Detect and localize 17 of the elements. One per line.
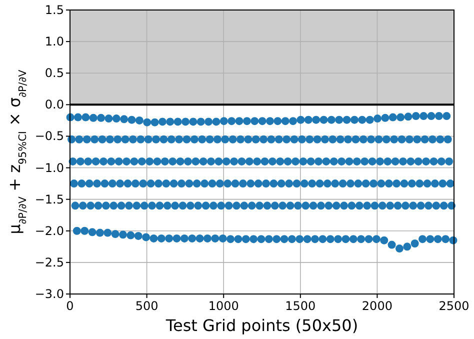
x-tick-label: 500 [135,299,158,313]
x-axis-title: Test Grid points (50x50) [164,316,358,335]
x-tick-label: 1500 [285,299,316,313]
y-tick-label: −2.5 [34,255,64,270]
x-tick-label: 2500 [438,299,470,313]
x-tick-label: 2000 [362,299,392,313]
y-tick-label: −2.0 [34,224,64,238]
y-tick-label: −1.0 [34,160,64,175]
x-tick-label: 1000 [208,299,239,313]
y-tick-label: −1.5 [34,192,64,206]
y-tick-label: 0.5 [44,66,64,80]
y-tick-label: 0.0 [44,98,64,112]
y-tick-label: −3.0 [34,287,64,301]
y-tick-label: 1.0 [44,34,64,49]
y-tick-label: −0.5 [34,129,64,144]
y-tick-label: 1.5 [44,3,64,17]
x-tick-label: 0 [66,299,74,313]
